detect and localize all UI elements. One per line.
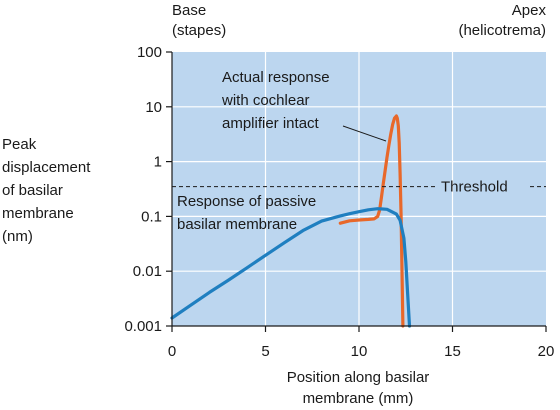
y-axis-title-line: (nm) (2, 228, 33, 245)
x-tick-label: 15 (444, 343, 461, 360)
y-tick-label: 0.1 (141, 208, 162, 225)
active-response-leader (342, 125, 387, 142)
series-active-line (338, 114, 405, 328)
threshold-label: Threshold (441, 179, 508, 196)
passive-response-label: Response of passive basilar membrane (177, 193, 316, 233)
y-axis-title-line: membrane (2, 205, 74, 222)
grid-lines (172, 52, 546, 326)
active-response-label-line: with cochlear (221, 92, 310, 109)
base-label-line: (stapes) (172, 22, 226, 39)
x-tick-label: 5 (261, 343, 269, 360)
apex-label: Apex (helicotrema) (458, 2, 546, 39)
axes: 0.001 0.01 0.1 1 10 100 0 5 10 15 20 Position along… (2, 2, 554, 407)
y-tick-label: 1 (154, 154, 162, 171)
passive-response-label-line: basilar membrane (177, 216, 297, 233)
series-passive-line (170, 207, 412, 328)
x-axis-title-line: Position along basilar (287, 369, 430, 386)
y-axis-title-line: of basilar (2, 182, 63, 199)
active-response-label-line: amplifier intact (222, 115, 320, 132)
threshold-group: Threshold (172, 179, 546, 196)
y-tick-label: 10 (145, 99, 162, 116)
x-tick-label: 10 (351, 343, 368, 360)
x-axis-title: Position along basilar membrane (mm) (287, 369, 430, 407)
y-tick-label: 0.01 (133, 263, 162, 280)
active-response-label-line: Actual response (222, 69, 330, 86)
x-tick-label: 20 (538, 343, 555, 360)
passive-response-label-line: Response of passive (177, 193, 316, 210)
annotations: Actual response with cochlear amplifier in… (177, 69, 387, 233)
base-label-line: Base (172, 2, 206, 19)
apex-label-line: Apex (512, 2, 547, 19)
y-tick-label: 100 (137, 44, 162, 61)
x-tick-label: 0 (168, 343, 176, 360)
y-tick-label: 0.001 (124, 318, 162, 335)
data-series (170, 114, 412, 328)
apex-label-line: (helicotrema) (458, 22, 546, 39)
y-axis-title: Peak displacement of basilar membrane (nm) (2, 136, 91, 245)
base-label: Base (stapes) (172, 2, 226, 39)
y-axis-title-line: Peak (2, 136, 37, 153)
x-axis-title-line: membrane (mm) (303, 390, 414, 407)
active-response-label: Actual response with cochlear amplifier in… (221, 69, 330, 132)
y-axis-title-line: displacement (2, 159, 91, 176)
